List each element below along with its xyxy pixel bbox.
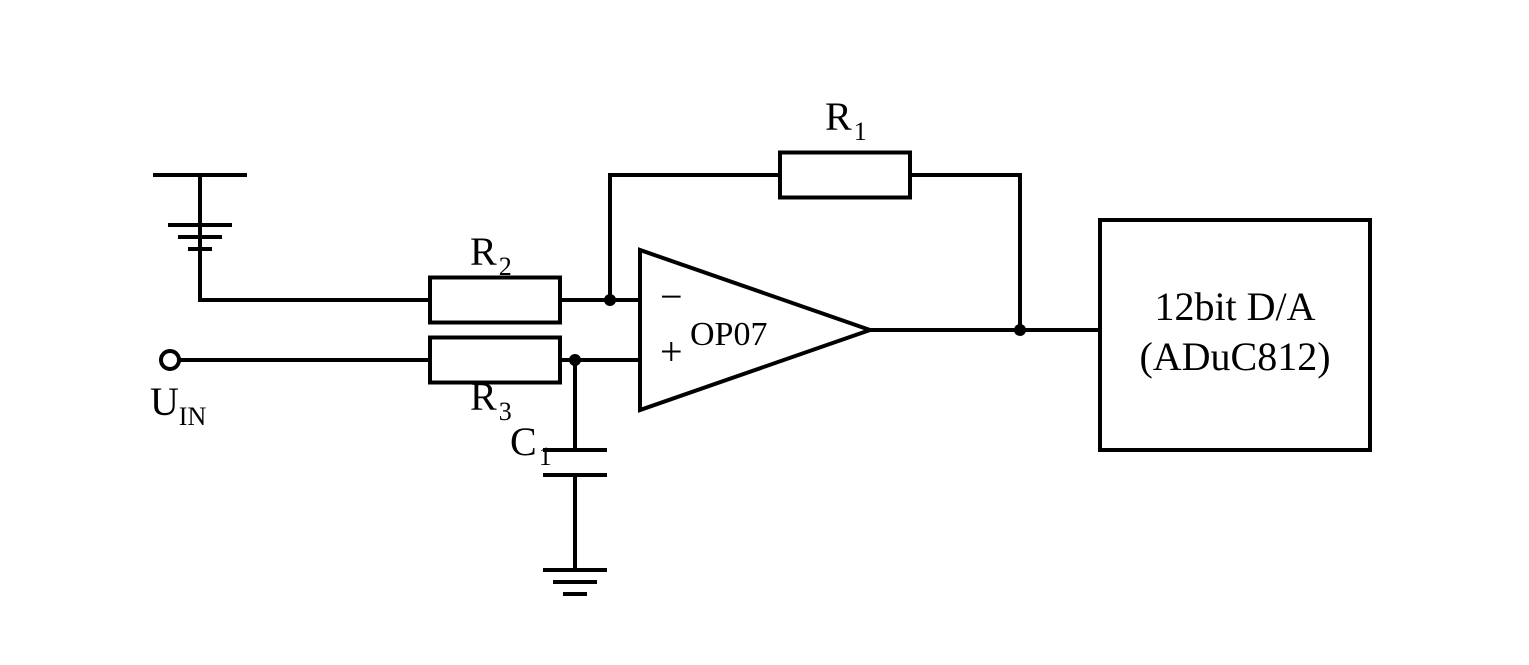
block-line1: 12bit D/A — [1154, 284, 1315, 329]
label-r2-sub: 2 — [499, 252, 512, 281]
label-uin-sub: IN — [179, 402, 207, 431]
resistor-r1 — [780, 153, 910, 198]
label-r1: R — [825, 94, 852, 139]
block-line2: (ADuC812) — [1139, 334, 1330, 379]
label-c1: C — [510, 419, 537, 464]
label-uin: U — [150, 379, 179, 424]
opamp-label: OP07 — [690, 316, 767, 353]
label-r1-sub: 1 — [854, 117, 867, 146]
label-r3: R — [470, 374, 497, 419]
label-c1-sub: 1 — [539, 442, 552, 471]
resistor-r2 — [430, 278, 560, 323]
opamp-plus: + — [660, 329, 683, 374]
opamp-minus: − — [660, 274, 683, 319]
label-r2: R — [470, 229, 497, 274]
